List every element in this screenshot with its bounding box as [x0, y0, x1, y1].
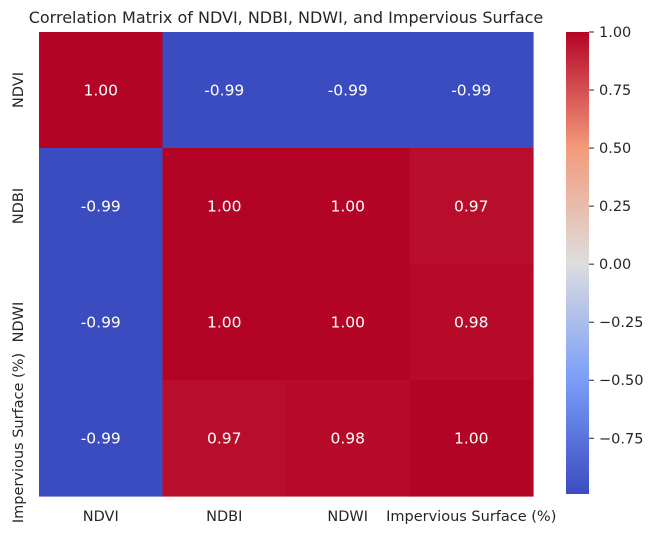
y-tick-label-0: NDVI: [11, 72, 27, 108]
colorbar-tick-label-4: 0.00: [599, 257, 631, 273]
heatmap-cell-r1-c1: [162, 148, 287, 265]
cell-label-r2-c0: -0.99: [81, 314, 121, 332]
x-tick-label-2: NDWI: [327, 509, 368, 525]
y-tick-label-3: Impervious Surface (%): [11, 353, 27, 523]
heatmap-cells: [39, 32, 534, 497]
heatmap-cell-r1-c0: [39, 148, 164, 265]
x-tick-label-0: NDVI: [83, 509, 119, 525]
heatmap-cell-labels: 1.00 -0.99 -0.99 -0.99 -0.99 1.00 1.00 0.97 -0.9…: [81, 82, 492, 448]
x-tick-label-3: Impervious Surface (%): [386, 509, 556, 525]
colorbar-tick-label-7: −0.75: [599, 431, 643, 447]
heatmap-cell-r3-c3: [409, 380, 534, 497]
heatmap-cell-r2-c3: [409, 264, 534, 381]
heatmap-cell-r0-c2: [286, 32, 411, 149]
chart-title: Correlation Matrix of NDVI, NDBI, NDWI, …: [29, 8, 544, 27]
cell-label-r3-c0: -0.99: [81, 430, 121, 448]
heatmap-cell-r3-c0: [39, 380, 164, 497]
heatmap-cell-r0-c1: [162, 32, 287, 149]
cell-label-r3-c2: 0.98: [330, 430, 365, 448]
colorbar: 1.00 0.75 0.50 0.25 0.00 −0.25 −0.50 −0.75: [566, 25, 643, 494]
cell-label-r0-c0: 1.00: [83, 82, 118, 100]
heatmap-cell-r0-c3: [409, 32, 534, 149]
cell-label-r2-c2: 1.00: [330, 314, 365, 332]
colorbar-tick-label-2: 0.50: [599, 141, 631, 157]
heatmap-cell-r2-c2: [286, 264, 411, 381]
y-tick-label-1: NDBI: [11, 188, 27, 224]
heatmap-cell-r1-c3: [409, 148, 534, 265]
colorbar-tick-label-3: 0.25: [599, 199, 631, 215]
cell-label-r0-c3: -0.99: [451, 82, 491, 100]
heatmap-cell-r2-c1: [162, 264, 287, 381]
colorbar-tick-label-0: 1.00: [599, 25, 631, 41]
cell-label-r3-c1: 0.97: [207, 430, 242, 448]
cell-label-r1-c2: 1.00: [330, 198, 365, 216]
colorbar-gradient: [566, 32, 589, 494]
heatmap-cell-r0-c0: [39, 32, 164, 149]
cell-label-r1-c1: 1.00: [207, 198, 242, 216]
cell-label-r2-c3: 0.98: [454, 314, 489, 332]
y-tick-label-2: NDWI: [11, 302, 27, 343]
cell-label-r3-c3: 1.00: [454, 430, 489, 448]
cell-label-r2-c1: 1.00: [207, 314, 242, 332]
x-tick-label-1: NDBI: [206, 509, 242, 525]
cell-label-r0-c1: -0.99: [204, 82, 244, 100]
cell-label-r1-c0: -0.99: [81, 198, 121, 216]
cell-label-r1-c3: 0.97: [454, 198, 489, 216]
axis-tick-labels: NDVI NDBI NDWI Impervious Surface (%) NDVI ND…: [11, 72, 556, 525]
colorbar-tick-label-1: 0.75: [599, 83, 631, 99]
heatmap-cell-r1-c2: [286, 148, 411, 265]
colorbar-tick-label-5: −0.25: [599, 315, 643, 331]
heatmap-cell-r3-c1: [162, 380, 287, 497]
heatmap-cell-r3-c2: [286, 380, 411, 497]
cell-label-r0-c2: -0.99: [328, 82, 368, 100]
heatmap-cell-r2-c0: [39, 264, 164, 381]
colorbar-tick-label-6: −0.50: [599, 373, 643, 389]
